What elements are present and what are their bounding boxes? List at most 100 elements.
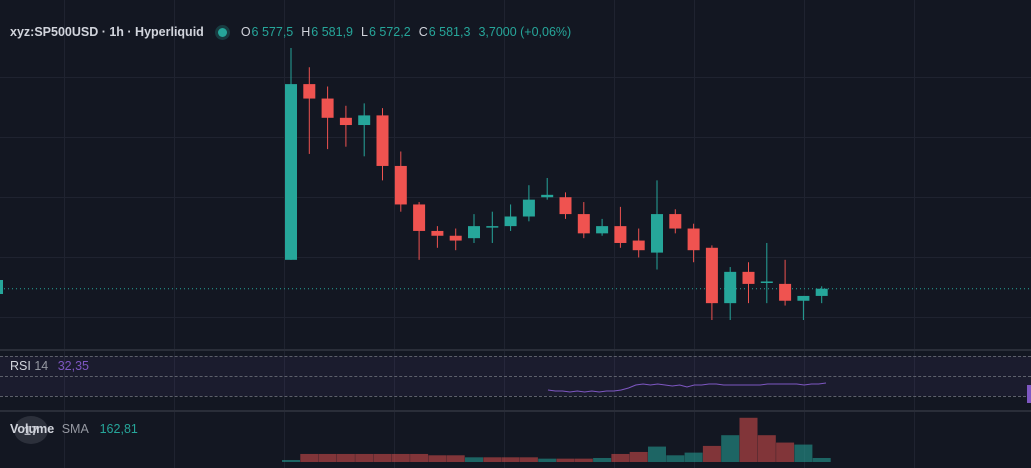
candle-body bbox=[541, 194, 554, 198]
change-value: 3,7000 (+0,06%) bbox=[478, 25, 572, 39]
volume-bar bbox=[611, 453, 630, 462]
grid-line bbox=[0, 77, 1031, 78]
grid-line bbox=[0, 317, 1031, 318]
volume-bar bbox=[812, 457, 831, 462]
volume-value: 162,81 bbox=[99, 422, 138, 436]
candle-body bbox=[815, 288, 828, 296]
candle-body bbox=[705, 247, 718, 304]
volume-legend[interactable]: Volume SMA 162,81 bbox=[10, 422, 138, 436]
high-label: H bbox=[301, 25, 311, 39]
open-value: 6 577,5 bbox=[251, 25, 294, 39]
volume-bar bbox=[336, 453, 355, 462]
candle-body bbox=[779, 283, 792, 301]
grid-line bbox=[394, 0, 395, 468]
candle-body bbox=[321, 98, 334, 118]
symbol-title[interactable]: xyz:SP500USD · 1h · Hyperliquid bbox=[10, 25, 204, 39]
rsi-line bbox=[547, 382, 827, 393]
candle-body bbox=[724, 271, 737, 304]
volume-bar bbox=[794, 444, 813, 462]
volume-bar bbox=[556, 458, 575, 462]
close-label: C bbox=[418, 25, 428, 39]
low-value: 6 572,2 bbox=[368, 25, 411, 39]
market-status-icon[interactable] bbox=[217, 27, 227, 37]
candle-body bbox=[431, 230, 444, 236]
volume-bar bbox=[428, 455, 447, 462]
rsi-legend[interactable]: RSI 14 32,35 bbox=[10, 359, 89, 373]
volume-bar bbox=[593, 457, 612, 462]
pane-separator[interactable] bbox=[0, 410, 1031, 412]
volume-bar bbox=[519, 457, 538, 462]
candle-body bbox=[376, 115, 389, 166]
rsi-middle-band-line bbox=[0, 376, 1031, 377]
candle-body bbox=[486, 226, 499, 228]
candle-body bbox=[468, 226, 480, 239]
open-label: O bbox=[240, 25, 251, 39]
volume-bar bbox=[629, 451, 648, 462]
candle-body bbox=[651, 214, 663, 253]
rsi-value: 32,35 bbox=[57, 359, 89, 373]
rsi-upper-band-line bbox=[0, 356, 1031, 357]
volume-name: Volume bbox=[10, 422, 55, 436]
candle-body bbox=[394, 165, 407, 205]
volume-bar bbox=[648, 446, 666, 462]
rsi-lower-band-line bbox=[0, 396, 1031, 397]
candle-body bbox=[358, 115, 371, 126]
volume-bar bbox=[684, 452, 703, 462]
candle-body bbox=[596, 226, 609, 234]
last-price-marker bbox=[0, 280, 3, 294]
grid-line bbox=[804, 0, 805, 468]
grid-line bbox=[64, 0, 65, 468]
close-value: 6 581,3 bbox=[428, 25, 471, 39]
volume-bar bbox=[702, 445, 721, 462]
rsi-length: 14 bbox=[34, 359, 49, 373]
candle-body bbox=[577, 214, 590, 234]
volume-bar bbox=[538, 458, 557, 462]
volume-bar bbox=[282, 459, 300, 462]
candle-body bbox=[742, 271, 755, 284]
volume-bar bbox=[574, 458, 593, 462]
volume-bar bbox=[373, 453, 392, 462]
candle-body bbox=[760, 281, 773, 283]
volume-bar bbox=[446, 455, 465, 462]
volume-bar bbox=[501, 457, 520, 462]
low-label: L bbox=[361, 25, 368, 39]
volume-bar bbox=[757, 435, 776, 462]
volume-bar bbox=[410, 453, 429, 462]
rsi-scale-marker bbox=[1027, 385, 1031, 403]
rsi-name: RSI bbox=[10, 359, 31, 373]
volume-bar bbox=[776, 442, 795, 462]
volume-bar bbox=[391, 453, 410, 462]
grid-line bbox=[504, 0, 505, 468]
volume-bar bbox=[465, 457, 483, 462]
candle-body bbox=[285, 84, 297, 260]
candle-body bbox=[522, 199, 535, 217]
grid-line bbox=[0, 257, 1031, 258]
grid-line bbox=[284, 0, 285, 468]
grid-line bbox=[0, 197, 1031, 198]
candle-body bbox=[614, 226, 627, 243]
symbol-legend[interactable]: xyz:SP500USD · 1h · Hyperliquid O 6 577,… bbox=[10, 23, 579, 41]
candle-body bbox=[797, 295, 810, 301]
volume-bar bbox=[483, 457, 502, 462]
candle-body bbox=[339, 117, 352, 126]
candle-body bbox=[687, 228, 700, 251]
candle-body bbox=[669, 214, 682, 229]
candle-body bbox=[632, 240, 645, 251]
candle-body bbox=[449, 235, 462, 241]
candle-body bbox=[504, 216, 517, 227]
volume-ma-type: SMA bbox=[61, 422, 89, 436]
high-value: 6 581,9 bbox=[311, 25, 354, 39]
volume-bar bbox=[300, 453, 319, 462]
volume-bar bbox=[721, 435, 740, 462]
volume-bar bbox=[355, 453, 374, 462]
volume-bar bbox=[318, 453, 337, 462]
tradingview-logo[interactable]: 17 bbox=[14, 416, 48, 444]
volume-bar bbox=[739, 417, 758, 462]
pane-separator[interactable] bbox=[0, 349, 1031, 351]
grid-line bbox=[174, 0, 175, 468]
candle-body bbox=[413, 204, 426, 231]
grid-line bbox=[0, 137, 1031, 138]
candle-body bbox=[303, 84, 316, 99]
grid-line bbox=[914, 0, 915, 468]
